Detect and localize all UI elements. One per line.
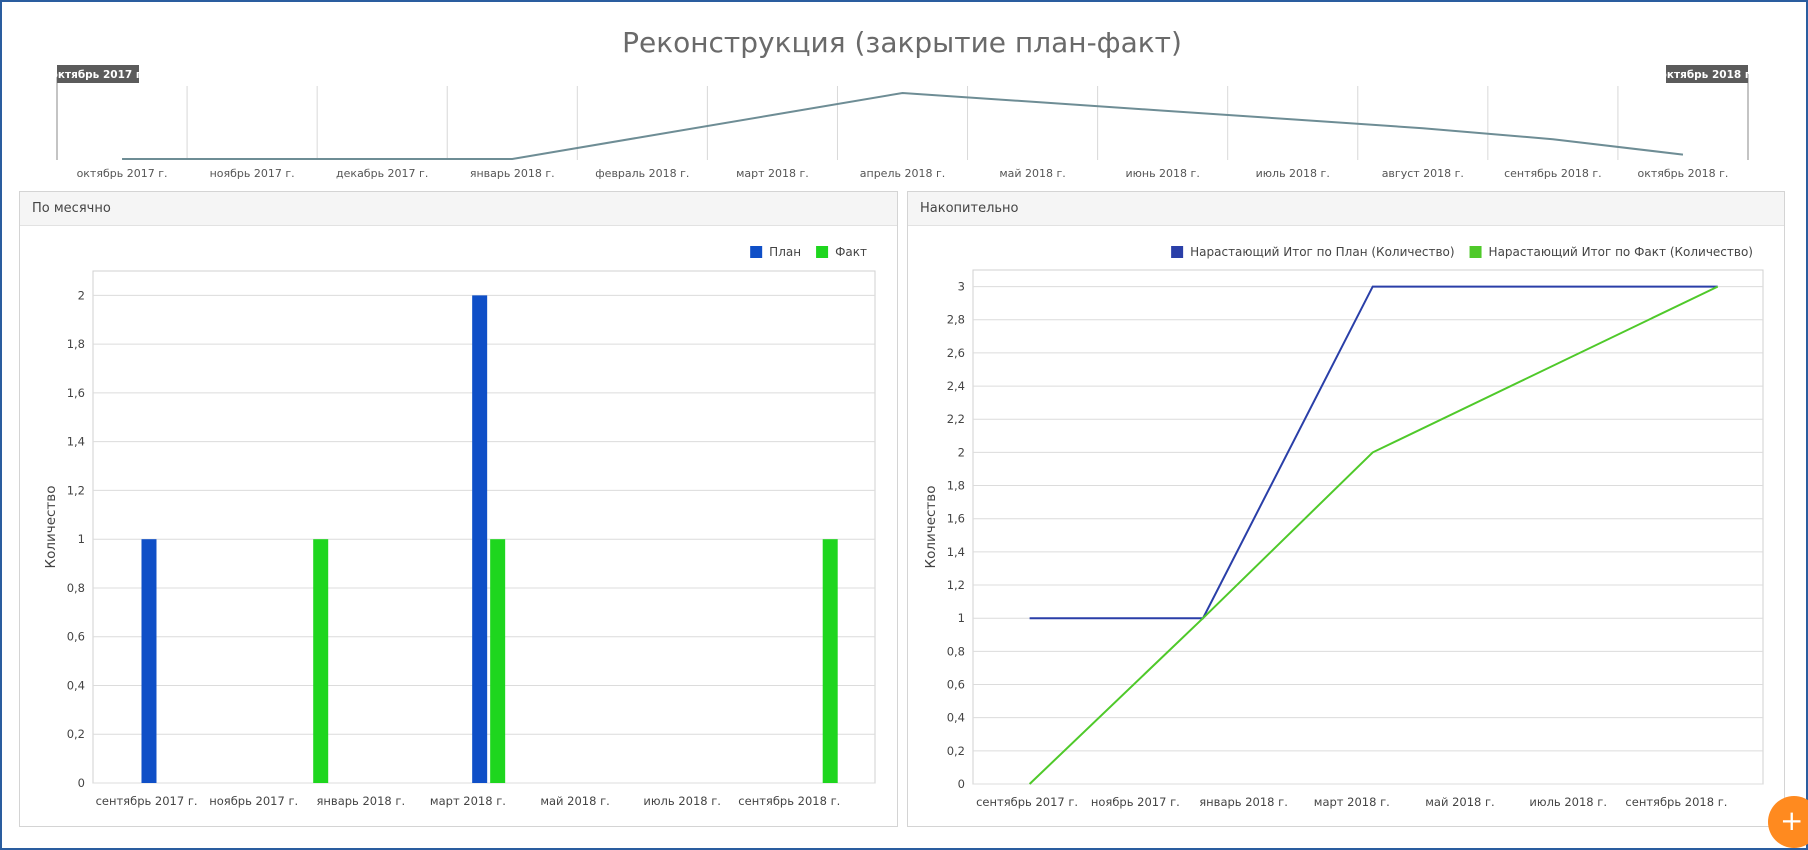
legend-label: План (769, 245, 801, 259)
timeline-month-label: декабрь 2017 г. (336, 167, 428, 180)
y-tick-label: 0 (958, 777, 965, 791)
cumulative-line-chart: 0 0,2 0,4 0,6 0,8 1 1,2 1,4 1,6 1,8 2 2,2 2,4 2,6 2,8 3… (923, 245, 1764, 809)
x-tick-label: июль 2018 г. (1529, 795, 1607, 809)
plan-cumulative-line (1029, 285, 1718, 620)
y-tick-label: 1 (78, 532, 85, 546)
y-tick-label: 1,4 (947, 545, 965, 559)
y-tick-label: 1,2 (947, 578, 965, 592)
y-tick-label: 2,6 (947, 346, 965, 360)
timeline-month-label: сентябрь 2018 г. (1504, 167, 1602, 180)
monthly-panel-title: По месячно (20, 192, 897, 226)
timeline-month-label: январь 2018 г. (470, 167, 555, 180)
x-tick-label: март 2018 г. (1314, 795, 1390, 809)
legend-swatch (816, 246, 829, 258)
legend-label: Факт (835, 245, 867, 259)
y-tick-label: 0,2 (67, 727, 85, 741)
bar-plan (141, 539, 157, 783)
page-title: Реконструкция (закрытие план-факт) (622, 26, 1182, 59)
timeline-month-label: июль 2018 г. (1256, 167, 1330, 180)
y-tick-label: 0,4 (947, 711, 965, 725)
bar-fact (490, 539, 506, 783)
y-tick-label: 1,2 (67, 483, 85, 497)
timeline-start-label: октябрь 2017 г. (51, 69, 146, 81)
y-tick-label: 2,2 (947, 412, 965, 426)
y-tick-label: 0,6 (947, 678, 965, 692)
timeline-month-label: август 2018 г. (1382, 167, 1464, 180)
y-tick-label: 0,4 (67, 678, 85, 692)
x-tick-label: сентябрь 2018 г. (1625, 795, 1727, 809)
y-tick-label: 0 (78, 776, 85, 790)
timeline-range-selector[interactable]: октябрь 2017 г. ноябрь 2017 г. декабрь 201… (0, 60, 1808, 190)
x-tick-label: сентябрь 2017 г. (96, 794, 198, 808)
monthly-bar-chart: 0 0,2 0,4 0,6 0,8 1 1,2 1,4 1,6 1,8 2 сентябрь 2017… (43, 245, 876, 808)
y-tick-label: 2,8 (947, 313, 965, 327)
bar-fact (822, 539, 838, 783)
y-tick-label: 1,4 (67, 435, 85, 449)
x-tick-label: май 2018 г. (1425, 795, 1494, 809)
y-tick-label: 3 (958, 280, 965, 294)
timeline-month-label: октябрь 2018 г. (1638, 167, 1729, 180)
plus-icon: + (1780, 804, 1804, 837)
y-tick-label: 1,6 (947, 512, 965, 526)
legend-label: Нарастающий Итог по Факт (Количество) (1489, 245, 1753, 259)
bar-plan (472, 295, 488, 783)
y-tick-label: 1,6 (67, 386, 85, 400)
y-tick-label: 2 (78, 288, 85, 302)
plot-area-border (972, 269, 1764, 785)
legend-swatch (750, 246, 763, 258)
timeline-end-label: октябрь 2018 г. (1660, 69, 1755, 81)
timeline-month-label: октябрь 2017 г. (77, 167, 168, 180)
x-tick-label: сентябрь 2018 г. (738, 794, 840, 808)
x-tick-label: май 2018 г. (540, 794, 609, 808)
timeline-month-label: ноябрь 2017 г. (210, 167, 295, 180)
timeline-month-label: февраль 2018 г. (595, 167, 689, 180)
timeline-month-label: июнь 2018 г. (1125, 167, 1199, 180)
x-tick-label: январь 2018 г. (316, 794, 405, 808)
legend-swatch (1469, 246, 1482, 258)
fact-cumulative-line (1028, 285, 1719, 785)
x-tick-label: январь 2018 г. (1199, 795, 1288, 809)
x-tick-label: июль 2018 г. (643, 794, 721, 808)
y-tick-label: 0,2 (947, 744, 965, 758)
cumulative-panel: Накопительно 0 0,2 0,4 0,6 0,8 1 1,2 1,4 1,6 1,8 2… (907, 191, 1785, 827)
bar-fact (313, 539, 329, 783)
legend-label: Нарастающий Итог по План (Количество) (1190, 245, 1454, 259)
y-tick-label: 0,6 (67, 630, 85, 644)
x-tick-label: март 2018 г. (430, 794, 506, 808)
legend-swatch (1171, 246, 1184, 258)
y-axis-label: Количество (923, 485, 939, 568)
x-tick-label: сентябрь 2017 г. (976, 795, 1078, 809)
y-tick-label: 0,8 (67, 581, 85, 595)
timeline-end-badge (1666, 65, 1748, 83)
y-tick-label: 2,4 (947, 379, 965, 393)
x-tick-label: ноябрь 2017 г. (209, 794, 298, 808)
x-tick-label: ноябрь 2017 г. (1091, 795, 1180, 809)
monthly-panel: По месячно 0 0,2 0,4 0,6 0,8 1 1,2 1,4 1,6 1,8 2 се… (19, 191, 898, 827)
y-tick-label: 0,8 (947, 644, 965, 658)
cumulative-panel-title: Накопительно (908, 192, 1784, 226)
y-tick-label: 1,8 (947, 479, 965, 493)
y-tick-label: 1 (958, 611, 965, 625)
add-button[interactable]: + (1768, 796, 1808, 848)
y-tick-label: 2 (958, 445, 965, 459)
timeline-start-badge (57, 65, 139, 83)
timeline-month-label: март 2018 г. (736, 167, 809, 180)
timeline-month-label: апрель 2018 г. (860, 167, 945, 180)
y-tick-label: 1,8 (67, 337, 85, 351)
y-axis-label: Количество (43, 485, 59, 568)
timeline-month-label: май 2018 г. (999, 167, 1065, 180)
timeline-series-line (122, 91, 1684, 160)
